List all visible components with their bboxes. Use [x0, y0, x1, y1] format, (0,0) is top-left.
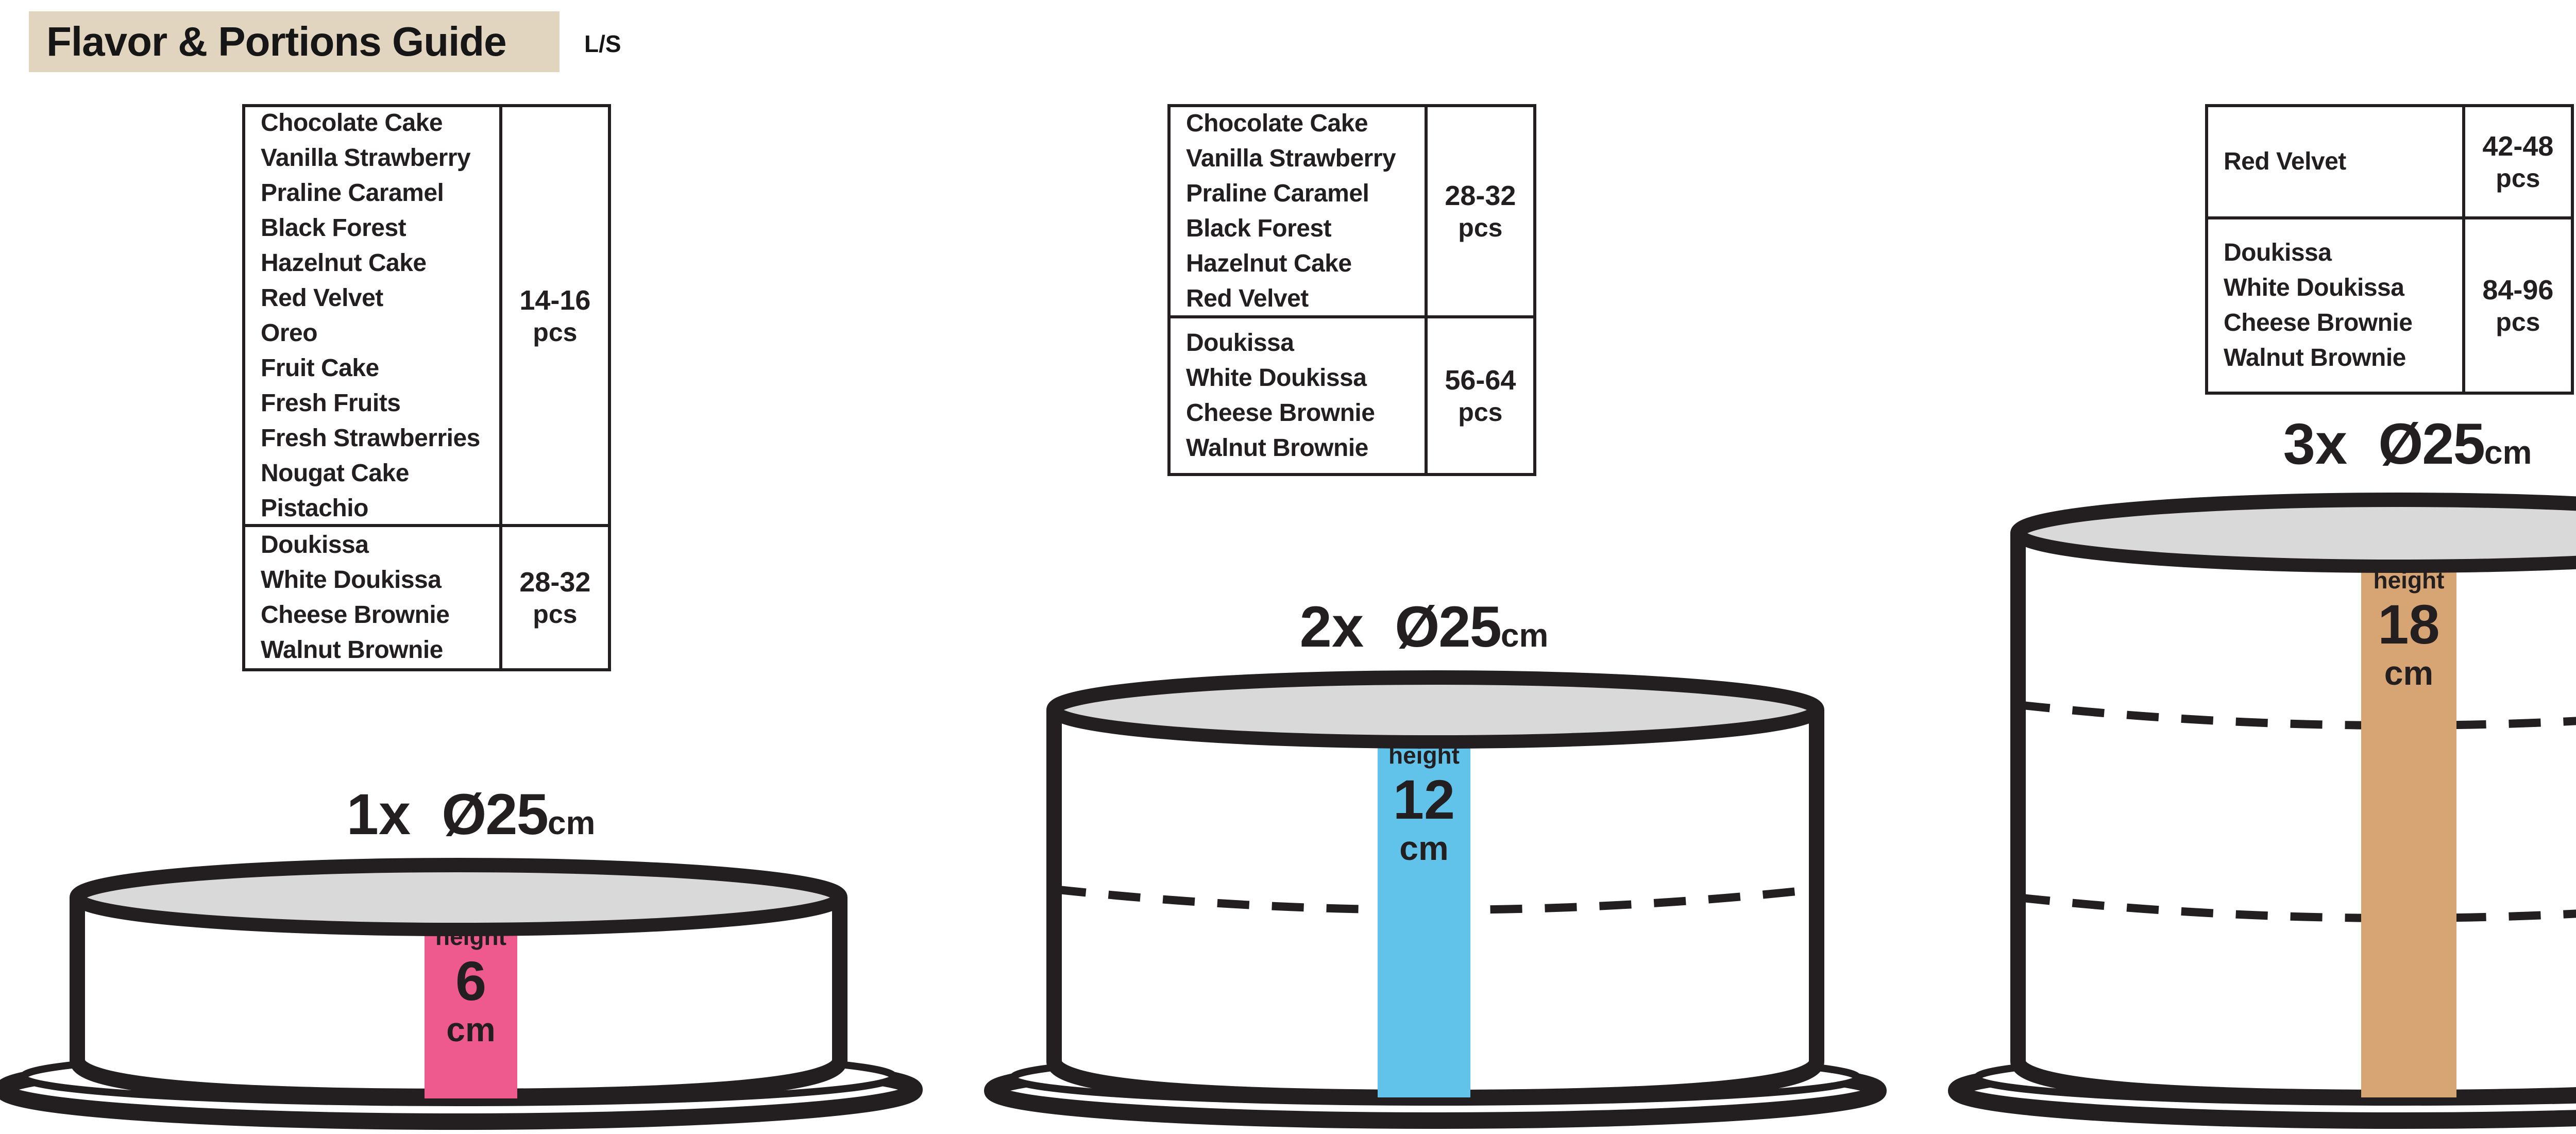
height-unit: cm: [446, 1010, 496, 1048]
height-label: height: [2373, 567, 2445, 594]
table-row: Chocolate Cake Vanilla Strawberry Pralin…: [1171, 107, 1533, 315]
portions-range: 84-96: [2482, 275, 2554, 306]
height-value: 12: [1393, 768, 1455, 831]
portions-table-1: Chocolate Cake Vanilla Strawberry Pralin…: [242, 104, 611, 671]
flavor-list: Doukissa White Doukissa Cheese Brownie W…: [1186, 329, 1375, 462]
cake-2-size-label: 2x Ø25cm: [1166, 594, 1682, 660]
cake-3-top: [2011, 494, 2576, 573]
table-row: Doukissa White Doukissa Cheese Brownie W…: [245, 524, 608, 668]
flavor-list: Red Velvet: [2224, 148, 2346, 175]
cake-diameter-unit: cm: [547, 804, 596, 841]
table-row: Chocolate Cake Vanilla Strawberry Pralin…: [245, 107, 608, 524]
flavors-cell: Chocolate Cake Vanilla Strawberry Pralin…: [245, 107, 499, 524]
flavors-cell: Red Velvet: [2208, 107, 2462, 216]
cake-3-layer-line-2: [2018, 893, 2576, 922]
cake-2-height-bar: [1378, 710, 1470, 1097]
cake-1-size-label: 1x Ø25cm: [213, 781, 728, 848]
cake-1-graphic: [0, 858, 923, 1130]
cake-diameter-unit: cm: [2484, 434, 2532, 471]
height-label: height: [435, 923, 506, 950]
cake-2-height-text: height 12 cm: [1378, 741, 1470, 867]
height-unit: cm: [1399, 829, 1449, 867]
portions-table-2: Chocolate Cake Vanilla Strawberry Pralin…: [1167, 104, 1536, 476]
flavors-cell: Doukissa White Doukissa Cheese Brownie W…: [245, 527, 499, 668]
cake-diameter: Ø25: [442, 782, 549, 847]
flavors-cell: Chocolate Cake Vanilla Strawberry Pralin…: [1171, 107, 1425, 315]
portions-range: 14-16: [519, 284, 591, 316]
portions-cell: 84-96 pcs: [2462, 219, 2571, 392]
portions-unit: pcs: [2496, 164, 2540, 193]
portions-cell: 56-64 pcs: [1424, 318, 1533, 473]
cake-count: 1x: [346, 782, 411, 847]
portions-table-3: Red Velvet 42-48 pcs Doukissa White Douk…: [2205, 104, 2574, 395]
cake-3-height-bar: [2361, 533, 2456, 1097]
portions-unit: pcs: [533, 600, 578, 629]
flavors-cell: Doukissa White Doukissa Cheese Brownie W…: [1171, 318, 1425, 473]
table-row: Doukissa White Doukissa Cheese Brownie W…: [1171, 315, 1533, 473]
page-title: Flavor & Portions Guide: [46, 19, 507, 64]
portions-cell: 42-48 pcs: [2462, 107, 2571, 216]
flavors-cell: Doukissa White Doukissa Cheese Brownie W…: [2208, 219, 2462, 392]
title-bar: Flavor & Portions Guide: [29, 11, 560, 72]
cake-3-layer-line-1: [2018, 701, 2576, 730]
portions-range: 42-48: [2482, 131, 2554, 162]
flavor-list: Chocolate Cake Vanilla Strawberry Pralin…: [1186, 110, 1396, 312]
portions-cell: 28-32 pcs: [499, 527, 608, 668]
portions-range: 28-32: [1445, 180, 1516, 211]
cake-2-top: [1047, 671, 1823, 749]
portions-unit: pcs: [533, 317, 578, 347]
cake-diameter: Ø25: [1395, 595, 1502, 659]
cake-3-height-text: height 18 cm: [2361, 566, 2456, 691]
cake-3-size-label: 3x Ø25cm: [2150, 411, 2576, 477]
portions-unit: pcs: [1458, 213, 1503, 242]
height-unit: cm: [2384, 654, 2434, 692]
cake-1-top: [71, 859, 846, 936]
portions-range: 56-64: [1445, 365, 1516, 396]
portions-range: 28-32: [519, 567, 591, 598]
cake-1-height-text: height 6 cm: [425, 922, 517, 1048]
size-tag: L/S: [584, 30, 621, 57]
cake-3-body: [2010, 493, 2576, 1105]
portions-cell: 14-16 pcs: [499, 107, 608, 524]
table-row: Doukissa White Doukissa Cheese Brownie W…: [2208, 216, 2571, 392]
cake-count: 2x: [1299, 595, 1364, 659]
height-value: 6: [455, 950, 487, 1012]
cake-2-graphic: [984, 670, 1887, 1129]
cake-2-layer-line: [1054, 885, 1817, 914]
portions-unit: pcs: [2496, 308, 2540, 336]
cake-count: 3x: [2283, 412, 2348, 476]
flavor-list: Chocolate Cake Vanilla Strawberry Pralin…: [261, 109, 480, 522]
cake-diameter-unit: cm: [1500, 617, 1549, 654]
portions-unit: pcs: [1458, 398, 1503, 427]
flavor-list: Doukissa White Doukissa Cheese Brownie W…: [261, 531, 450, 664]
cake-3-graphic: [1948, 493, 2576, 1129]
table-row: Red Velvet 42-48 pcs: [2208, 107, 2571, 216]
height-label: height: [1388, 742, 1460, 769]
flavor-list: Doukissa White Doukissa Cheese Brownie W…: [2224, 239, 2413, 371]
portions-cell: 28-32 pcs: [1424, 107, 1533, 315]
height-value: 18: [2378, 593, 2440, 655]
cake-diameter: Ø25: [2378, 412, 2485, 476]
